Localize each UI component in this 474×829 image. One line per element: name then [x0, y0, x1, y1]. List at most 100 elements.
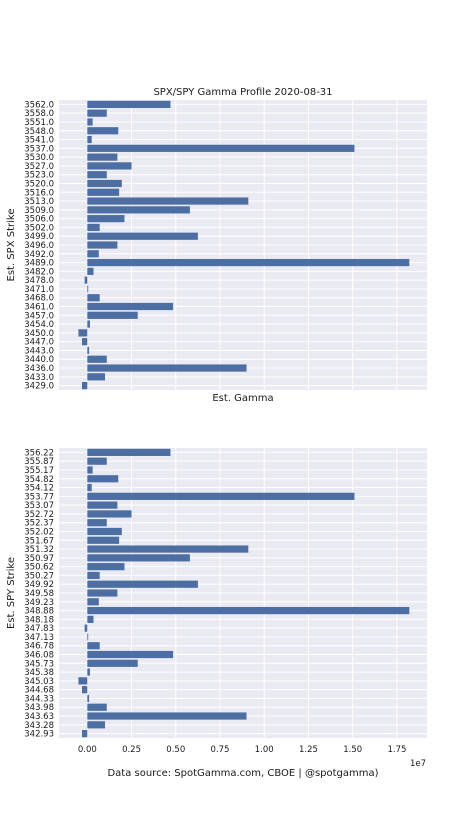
strike-tick-label: 3513.0 — [24, 197, 54, 207]
strike-tick-label: 350.62 — [24, 563, 54, 573]
gamma-bar — [87, 153, 118, 161]
gamma-bar — [82, 730, 88, 738]
gamma-bar — [87, 197, 249, 205]
strike-tick-label: 3454.0 — [24, 320, 54, 330]
strike-tick-label: 354.82 — [24, 475, 54, 485]
strike-tick-label: 3558.0 — [24, 109, 54, 119]
gamma-bar — [87, 179, 122, 188]
gamma-bar — [87, 302, 174, 311]
strike-tick-label: 347.13 — [24, 633, 54, 643]
gamma-bar — [87, 668, 90, 676]
gamma-bar — [78, 329, 88, 337]
gamma-bar — [87, 294, 100, 302]
strike-tick-label: 348.18 — [24, 615, 54, 625]
strike-tick-label: 3489.0 — [24, 259, 54, 269]
strike-tick-label: 352.02 — [24, 527, 54, 537]
gamma-bar — [87, 109, 107, 117]
strike-tick-label: 344.33 — [24, 694, 54, 704]
gamma-bar — [87, 554, 190, 562]
gamma-bar — [87, 527, 122, 536]
gamma-bar — [87, 118, 93, 126]
strike-tick-label: 342.93 — [24, 730, 54, 740]
gamma-bar — [87, 510, 132, 518]
x-tick-label: 1.50 — [343, 745, 362, 755]
gamma-bar — [87, 563, 125, 571]
strike-tick-label: 355.87 — [24, 457, 54, 467]
strike-tick-label: 3436.0 — [24, 364, 54, 374]
strike-tick-label: 3482.0 — [24, 267, 54, 277]
strike-tick-label: 3548.0 — [24, 127, 54, 137]
gamma-bar — [87, 250, 99, 258]
gamma-bar — [87, 492, 355, 500]
gamma-bar — [87, 171, 107, 179]
x-tick-label: 1.75 — [387, 745, 406, 755]
x-tick-label: 0.75 — [211, 745, 230, 755]
gamma-bar — [87, 232, 198, 240]
strike-tick-label: 352.72 — [24, 510, 54, 520]
strike-tick-label: 346.78 — [24, 642, 54, 652]
strike-tick-label: 346.08 — [24, 651, 54, 661]
strike-tick-label: 3457.0 — [24, 311, 54, 321]
gamma-bar — [87, 606, 410, 615]
gamma-bar — [87, 712, 247, 720]
gamma-bar — [87, 285, 89, 293]
chart-title: SPX/SPY Gamma Profile 2020-08-31 — [153, 87, 332, 98]
strike-tick-label: 349.58 — [24, 589, 54, 599]
gamma-bar — [84, 276, 88, 284]
strike-tick-label: 344.68 — [24, 686, 54, 696]
gamma-bar — [87, 258, 410, 267]
strike-tick-label: 3429.0 — [24, 382, 54, 392]
gamma-bar — [87, 721, 105, 729]
gamma-bar — [87, 355, 107, 363]
gamma-bar — [87, 223, 100, 232]
strike-tick-label: 3530.0 — [24, 153, 54, 163]
gamma-bar — [82, 338, 88, 346]
strike-tick-label: 3447.0 — [24, 338, 54, 348]
gamma-bar — [87, 311, 138, 319]
strike-tick-label: 349.23 — [24, 598, 54, 608]
gamma-bar — [87, 144, 355, 152]
gamma-bar — [87, 457, 107, 465]
strike-tick-label: 343.98 — [24, 703, 54, 713]
strike-tick-label: 3527.0 — [24, 162, 54, 172]
gamma-bar — [87, 659, 138, 667]
gamma-bar — [87, 501, 118, 509]
gamma-bar — [87, 241, 118, 249]
strike-tick-label: 3541.0 — [24, 136, 54, 146]
strike-tick-label: 3509.0 — [24, 206, 54, 216]
strike-tick-label: 353.77 — [24, 492, 54, 502]
gamma-bar — [87, 188, 120, 196]
gamma-bar — [87, 589, 118, 597]
x-tick-label: 0.25 — [122, 745, 141, 755]
gamma-bar — [87, 320, 90, 328]
strike-tick-label: 3433.0 — [24, 373, 54, 383]
strike-tick-label: 347.83 — [24, 624, 54, 634]
strike-tick-label: 3471.0 — [24, 285, 54, 295]
strike-tick-label: 3551.0 — [24, 118, 54, 128]
strike-tick-label: 3492.0 — [24, 250, 54, 260]
gamma-bar — [87, 615, 94, 623]
gamma-bar — [82, 382, 88, 390]
data-source-footer: Data source: SpotGamma.com, CBOE | @spot… — [107, 768, 378, 779]
strike-tick-label: 3468.0 — [24, 294, 54, 304]
strike-tick-label: 3520.0 — [24, 179, 54, 189]
gamma-bar — [87, 127, 119, 135]
strike-tick-label: 3516.0 — [24, 188, 54, 198]
gamma-bar — [87, 373, 105, 381]
gamma-bar — [87, 475, 119, 483]
x-tick-label: 1.25 — [299, 745, 318, 755]
gamma-bar — [87, 650, 174, 659]
top-x-axis-label: Est. Gamma — [212, 393, 273, 404]
strike-tick-label: 3478.0 — [24, 276, 54, 286]
strike-tick-label: 356.22 — [24, 448, 54, 458]
strike-tick-label: 3506.0 — [24, 215, 54, 225]
gamma-bar — [87, 466, 93, 474]
strike-tick-label: 343.63 — [24, 712, 54, 722]
gamma-bar — [87, 580, 198, 588]
strike-tick-label: 3537.0 — [24, 144, 54, 154]
strike-tick-label: 345.38 — [24, 668, 54, 678]
gamma-bar — [87, 448, 171, 456]
top-chart: 3562.03558.03551.03548.03541.03537.03530… — [24, 100, 427, 392]
gamma-bar — [87, 364, 247, 372]
